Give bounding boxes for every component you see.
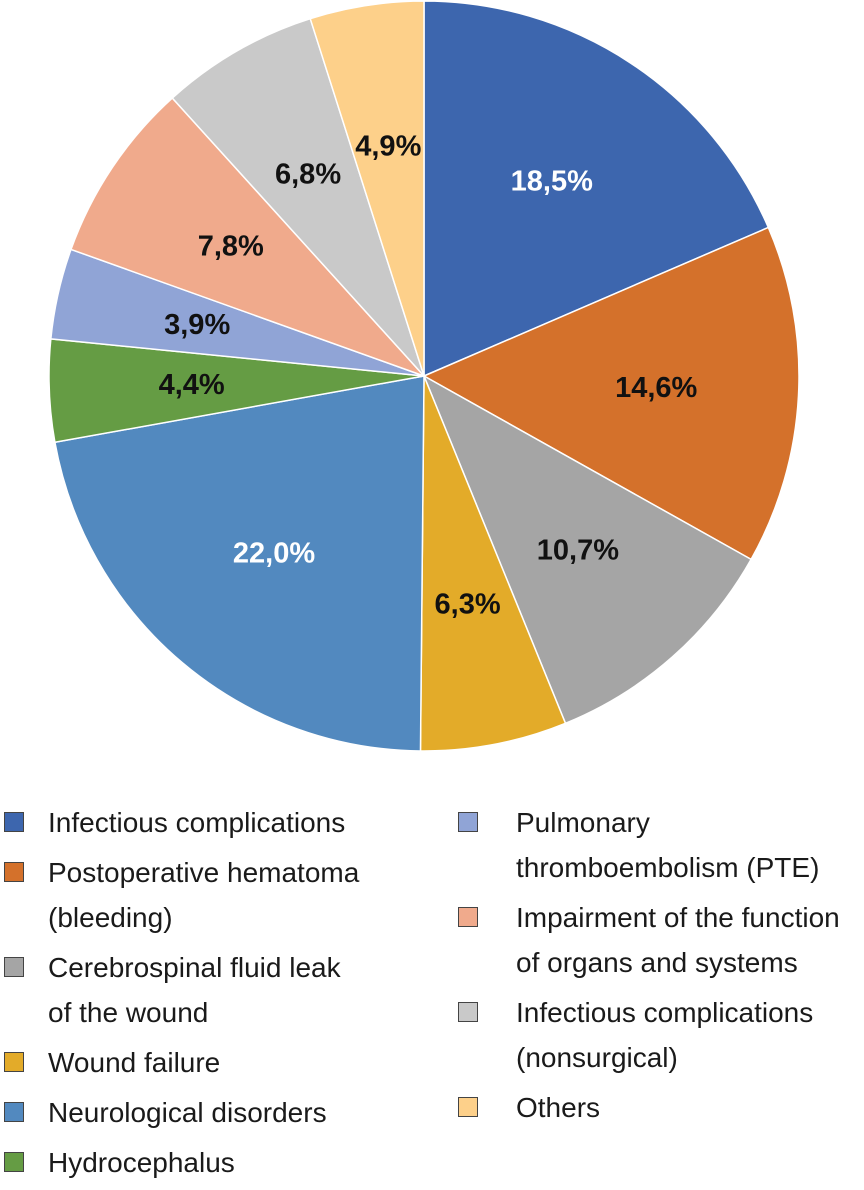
- data-label-infectious-complications: 18,5%: [511, 166, 593, 198]
- pie-chart: 18,5% 14,6% 10,7% 6,3% 22,0% 4,4% 3,9% 7,8% 6,8%…: [48, 0, 800, 752]
- legend-swatch: [4, 957, 24, 977]
- data-label-others: 4,9%: [355, 130, 421, 162]
- data-label-impairment-of-the-function-of-organs-and-systems: 7,8%: [198, 231, 264, 263]
- legend-label: Postoperative hematoma: [48, 857, 360, 888]
- legend-item: Pulmonary thromboembolism (PTE): [456, 800, 864, 890]
- legend-swatch: [458, 812, 478, 832]
- legend-swatch: [4, 1152, 24, 1172]
- legend-label: Wound failure: [48, 1047, 221, 1078]
- legend-label: of the wound: [48, 997, 209, 1028]
- legend-item: Postoperative hematoma (bleeding): [0, 850, 440, 940]
- legend-swatch: [4, 1052, 24, 1072]
- legend-column-right: Pulmonary thromboembolism (PTE) Impairment…: [456, 800, 864, 1135]
- legend-label: Pulmonary: [516, 807, 650, 838]
- legend-label: Others: [516, 1092, 601, 1123]
- legend-item: Wound failure: [0, 1040, 440, 1085]
- legend-label: of organs and systems: [516, 947, 798, 978]
- legend-label: (bleeding): [48, 902, 173, 933]
- legend-label: Neurological disorders: [48, 1097, 327, 1128]
- legend-column-left: Infectious complications Postoperative he…: [0, 800, 440, 1190]
- legend-swatch: [458, 907, 478, 927]
- legend-item: Infectious complications (nonsurgical): [456, 990, 864, 1080]
- legend-item: Others: [456, 1085, 864, 1130]
- legend-label: (nonsurgical): [516, 1042, 678, 1073]
- pie-slice-wound-failure: [419, 375, 567, 752]
- data-label-neurological-disorders: 22,0%: [233, 538, 315, 570]
- legend-swatch: [4, 862, 24, 882]
- data-label-postoperative-hematoma-bleeding: 14,6%: [615, 372, 697, 404]
- legend-label: Hydrocephalus: [48, 1147, 235, 1178]
- legend-swatch: [4, 1102, 24, 1122]
- legend-label: thromboembolism (PTE): [516, 852, 820, 883]
- legend-label: Infectious complications: [48, 807, 346, 838]
- legend-item: Impairment of the function of organs and …: [456, 895, 864, 985]
- legend-swatch: [458, 1097, 478, 1117]
- legend-item: Hydrocephalus: [0, 1140, 440, 1185]
- data-label-hydrocephalus: 4,4%: [159, 369, 225, 401]
- data-label-pulmonary-thromboembolism-pte: 3,9%: [164, 309, 230, 341]
- pie-slice-infectious-complications: [423, 0, 770, 378]
- legend-label: Cerebrospinal fluid leak: [48, 952, 341, 983]
- pie-slice-neurological-disorders: [54, 375, 425, 752]
- legend-swatch: [458, 1002, 478, 1022]
- pie-slice-impairment-of-the-function-of-organs-and-systems: [70, 96, 425, 377]
- data-label-wound-failure: 6,3%: [435, 588, 501, 620]
- pie-slice-cerebrospinal-fluid-leak-of-the-wound: [422, 374, 753, 725]
- legend-item: Cerebrospinal fluid leak of the wound: [0, 945, 440, 1035]
- legend-item: Infectious complications: [0, 800, 440, 845]
- chart-legend: Infectious complications Postoperative he…: [0, 800, 864, 1180]
- pie-slice-others: [309, 0, 425, 377]
- legend-label: Impairment of the function: [516, 902, 840, 933]
- legend-label: Infectious complications: [516, 997, 814, 1028]
- legend-swatch: [4, 812, 24, 832]
- legend-item: Neurological disorders: [0, 1090, 440, 1135]
- pie-slice-infectious-complications-nonsurgical: [171, 17, 425, 377]
- data-label-cerebrospinal-fluid-leak-of-the-wound: 10,7%: [537, 534, 619, 566]
- data-label-infectious-complications-nonsurgical: 6,8%: [275, 158, 341, 190]
- pie-slice-postoperative-hematoma-bleeding: [422, 226, 800, 561]
